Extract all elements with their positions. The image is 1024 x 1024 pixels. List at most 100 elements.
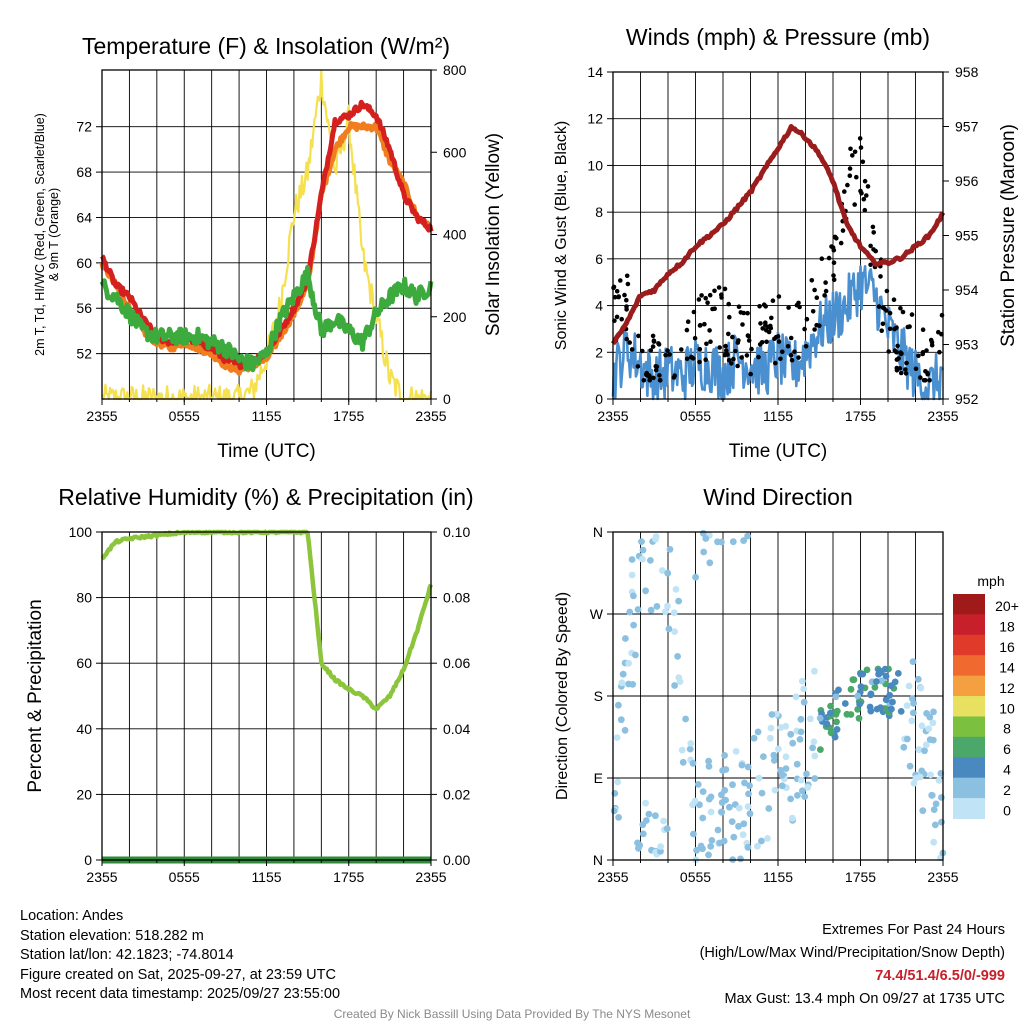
direction-point	[938, 794, 945, 801]
direction-point	[905, 682, 913, 690]
direction-point	[794, 792, 801, 799]
gust-point	[892, 326, 897, 332]
direction-point	[931, 821, 939, 829]
direction-point	[797, 776, 805, 784]
gust-point	[624, 336, 629, 342]
direction-point	[775, 745, 782, 753]
gust-point	[768, 325, 774, 331]
gust-point	[636, 333, 641, 339]
gust-point	[780, 349, 785, 355]
direction-point	[737, 855, 744, 863]
direction-point	[801, 793, 809, 800]
gust-point	[697, 359, 702, 365]
gust-point	[624, 304, 629, 309]
direction-point	[768, 711, 776, 718]
direction-point	[766, 734, 774, 742]
direction-point	[708, 837, 716, 844]
gust-point	[786, 305, 791, 310]
direction-point	[730, 833, 738, 841]
direction-point	[691, 797, 699, 805]
gust-point	[876, 304, 882, 309]
x-tick-label: 1755	[333, 408, 364, 424]
direction-point	[754, 842, 761, 850]
direction-point	[735, 804, 743, 812]
direction-point	[782, 753, 790, 761]
gust-point	[735, 340, 741, 345]
gust-point	[891, 297, 897, 303]
gust-point	[894, 350, 899, 355]
direction-point	[811, 752, 819, 760]
direction-point	[744, 532, 751, 540]
gust-point	[644, 370, 649, 376]
gust-point	[830, 245, 836, 250]
direction-point	[745, 790, 752, 798]
gust-point	[840, 228, 846, 233]
direction-point	[910, 779, 918, 787]
direction-point	[932, 800, 940, 808]
gust-point	[895, 343, 900, 349]
gust-point	[708, 339, 713, 345]
direction-point	[918, 722, 926, 730]
direction-point	[729, 781, 736, 789]
x-tick-label: 1755	[333, 869, 364, 885]
direction-point	[744, 803, 752, 810]
gust-point	[746, 338, 752, 343]
gust-point	[707, 328, 712, 333]
direction-point	[666, 546, 674, 553]
direction-point	[755, 774, 763, 782]
direction-point	[634, 606, 642, 613]
direction-point	[658, 567, 666, 574]
y-tick-label: 56	[76, 300, 92, 316]
gust-point	[788, 335, 794, 341]
direction-point	[744, 763, 752, 771]
y2-axis-label: Solar Insolation (Yellow)	[483, 133, 504, 336]
series-line-solar-insolation	[100, 69, 433, 401]
y2-tick-label: 957	[955, 119, 979, 135]
direction-point	[787, 730, 795, 738]
direction-point	[679, 758, 687, 766]
direction-point	[799, 787, 806, 795]
y2-tick-label: 0.10	[443, 524, 470, 540]
direction-point	[610, 807, 618, 815]
direction-point	[647, 557, 654, 564]
direction-point	[626, 608, 634, 616]
colorbar-unit: mph	[977, 573, 1004, 589]
gust-point	[870, 224, 876, 230]
direction-point	[827, 709, 834, 717]
direction-point	[692, 573, 699, 581]
direction-point	[789, 814, 796, 822]
direction-point	[621, 726, 629, 734]
gust-point	[814, 295, 820, 301]
gust-point	[722, 286, 728, 292]
y2-tick-label: 0.08	[443, 590, 470, 606]
x-tick-label: 1755	[845, 408, 876, 424]
direction-point	[642, 799, 649, 807]
direction-point	[903, 702, 911, 709]
gust-point	[726, 301, 731, 307]
direction-point	[672, 586, 680, 593]
direction-point	[849, 676, 857, 684]
direction-point	[782, 722, 790, 730]
colorbar-swatch	[953, 736, 985, 758]
gust-point	[936, 329, 941, 335]
gust-point	[871, 247, 876, 252]
gust-point	[920, 327, 926, 333]
gust-point	[804, 316, 810, 322]
direction-point	[707, 843, 715, 850]
y-tick-label: 52	[76, 346, 92, 362]
gust-point	[927, 378, 932, 383]
gust-point	[705, 300, 710, 306]
colorbar-label: 4	[1003, 761, 1011, 777]
gust-point	[627, 340, 632, 345]
direction-point	[856, 700, 863, 708]
y-tick-label: 20	[76, 786, 92, 802]
direction-point	[900, 743, 908, 751]
station-info: Location: Andes Station elevation: 518.2…	[20, 907, 340, 1005]
extremes-values: 74.4/51.4/6.5/0/-999	[875, 968, 1005, 984]
gust-point	[861, 196, 867, 202]
y2-tick-label: 600	[443, 144, 467, 160]
y-tick-label: N	[593, 852, 603, 868]
y2-tick-label: 0	[443, 391, 451, 407]
gust-point	[897, 366, 903, 371]
gust-point	[761, 302, 767, 308]
